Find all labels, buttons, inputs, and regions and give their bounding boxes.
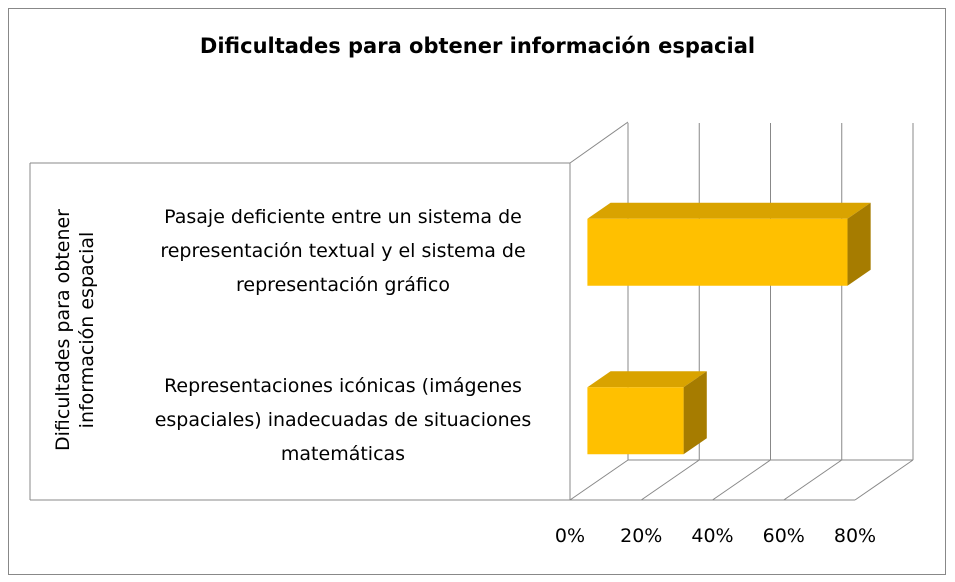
y-tick-label: Pasaje deficiente entre un sistema de re…: [160, 206, 526, 297]
bar: [587, 387, 684, 455]
bar-side: [683, 371, 707, 455]
bar-side: [847, 202, 871, 286]
grid-line: [640, 459, 700, 501]
grid-line: [854, 459, 914, 501]
x-tick-label: 0%: [554, 525, 586, 547]
grid-line: [712, 459, 771, 501]
grid-line: [569, 459, 629, 501]
y-tick-label: Representaciones icónicas (imágenes espa…: [154, 374, 532, 465]
y-axis-label: Dificultades para obtener información es…: [52, 209, 98, 451]
chart-border: [8, 8, 946, 575]
bar: [587, 218, 848, 286]
grid-line: [783, 459, 843, 501]
bar-top: [587, 202, 871, 219]
x-tick-label: 40%: [691, 525, 734, 547]
bar-top: [587, 371, 707, 388]
x-tick-label: 80%: [833, 525, 877, 547]
side-wall: [569, 121, 629, 164]
chart-title: Dificultades para obtener información es…: [199, 34, 756, 58]
x-tick-label: 20%: [620, 525, 663, 547]
x-tick-label: 60%: [762, 525, 805, 547]
